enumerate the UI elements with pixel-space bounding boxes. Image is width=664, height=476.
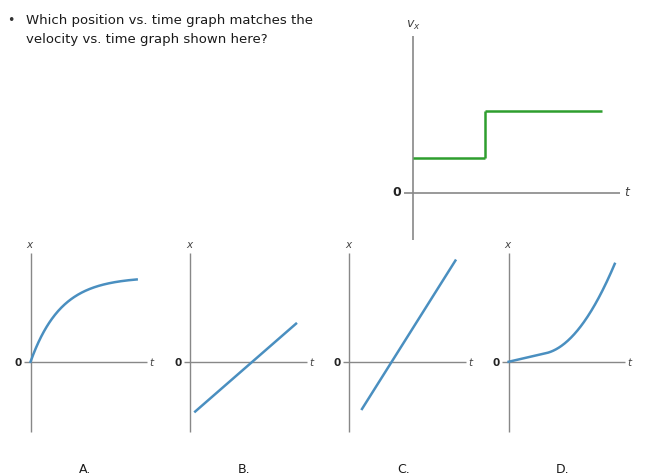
- Text: $\mathbf{0}$: $\mathbf{0}$: [493, 356, 501, 368]
- Text: $x$: $x$: [505, 240, 513, 250]
- Text: $x$: $x$: [345, 240, 353, 250]
- Text: $\mathbf{0}$: $\mathbf{0}$: [15, 356, 23, 368]
- Text: $\mathbf{0}$: $\mathbf{0}$: [333, 356, 342, 368]
- Text: Which position vs. time graph matches the
velocity vs. time graph shown here?: Which position vs. time graph matches th…: [26, 14, 313, 46]
- Text: D.: D.: [556, 463, 570, 476]
- Text: $x$: $x$: [186, 240, 194, 250]
- Text: $t$: $t$: [627, 356, 634, 368]
- Text: $t$: $t$: [149, 356, 156, 368]
- Text: •: •: [7, 14, 14, 27]
- Text: $\mathbf{0}$: $\mathbf{0}$: [392, 186, 402, 199]
- Text: $v_x$: $v_x$: [406, 19, 421, 32]
- Text: $\mathbf{0}$: $\mathbf{0}$: [174, 356, 183, 368]
- Text: $t$: $t$: [309, 356, 315, 368]
- Text: B.: B.: [238, 463, 250, 476]
- Text: $t$: $t$: [624, 186, 631, 199]
- Text: C.: C.: [397, 463, 410, 476]
- Text: $t$: $t$: [468, 356, 475, 368]
- Text: $x$: $x$: [27, 240, 35, 250]
- Text: A.: A.: [78, 463, 91, 476]
